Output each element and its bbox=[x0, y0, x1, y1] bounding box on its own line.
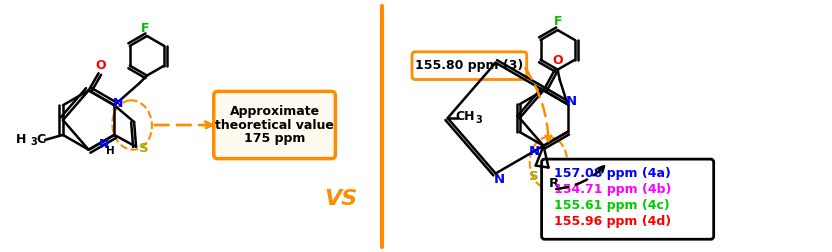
Text: 175 ppm: 175 ppm bbox=[244, 132, 305, 145]
Text: H: H bbox=[106, 146, 115, 156]
Text: 155.61 ppm (4c): 155.61 ppm (4c) bbox=[554, 199, 671, 212]
Text: 154.71 ppm (4b): 154.71 ppm (4b) bbox=[554, 183, 671, 196]
Text: theoretical value: theoretical value bbox=[215, 118, 334, 132]
Text: CH: CH bbox=[456, 110, 475, 123]
FancyBboxPatch shape bbox=[542, 159, 714, 239]
Text: 157.08 ppm (4a): 157.08 ppm (4a) bbox=[554, 168, 671, 180]
Text: 3: 3 bbox=[475, 115, 482, 125]
Text: F: F bbox=[553, 15, 562, 28]
Text: 155.80 ppm (3): 155.80 ppm (3) bbox=[415, 59, 523, 72]
Text: N: N bbox=[494, 173, 505, 186]
Text: O: O bbox=[552, 54, 562, 67]
Text: N: N bbox=[529, 145, 540, 158]
Text: N: N bbox=[566, 95, 577, 108]
Text: S: S bbox=[139, 142, 149, 155]
Text: VS: VS bbox=[324, 189, 358, 209]
Text: N: N bbox=[113, 97, 123, 110]
Text: C: C bbox=[37, 133, 46, 146]
FancyBboxPatch shape bbox=[412, 52, 527, 80]
Text: H: H bbox=[16, 133, 27, 146]
Text: Approximate: Approximate bbox=[230, 105, 319, 118]
Text: 3: 3 bbox=[30, 137, 37, 147]
Text: N: N bbox=[99, 138, 110, 151]
Text: R: R bbox=[548, 177, 558, 190]
Text: O: O bbox=[95, 59, 106, 72]
Text: S: S bbox=[529, 170, 538, 183]
Text: 155.96 ppm (4d): 155.96 ppm (4d) bbox=[554, 215, 671, 228]
Text: F: F bbox=[141, 22, 149, 35]
FancyBboxPatch shape bbox=[214, 91, 335, 159]
